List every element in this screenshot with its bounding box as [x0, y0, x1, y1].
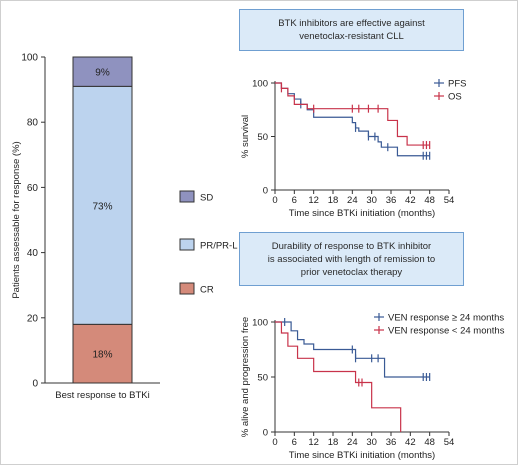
km-x-tick-label: 12: [308, 437, 319, 448]
km-x-tick-label: 54: [444, 195, 455, 206]
callout-top: BTK inhibitors are effective against ven…: [239, 9, 464, 51]
progression-free-axes: 0 6 12 18 24 30 36 42 48 54 0 50 100 Time since BTKi …: [240, 317, 454, 461]
km-x-tick-label: 48: [424, 437, 435, 448]
bar-y-tick-label: 60: [27, 183, 39, 194]
bar-segment: [72, 56, 133, 87]
km-x-tick-label: 30: [366, 195, 377, 206]
km-x-tick-label: 42: [405, 437, 416, 448]
bar-y-tick-label: 80: [27, 118, 39, 129]
stacked-bar-chart: 0 20 40 60 80 100 Patients assessable for resp…: [11, 53, 237, 402]
km-x-tick-label: 24: [347, 195, 358, 206]
km-x-tick-label: 36: [386, 437, 397, 448]
bar-y-axis-title: Patients assessable for response (%): [11, 141, 22, 298]
km-x-tick-label: 18: [328, 195, 339, 206]
km-y-tick-label: 0: [263, 186, 268, 197]
km-x-tick-label: 30: [366, 437, 377, 448]
legend-entry: PR/PR-L: [200, 241, 237, 252]
km-x-tick-label: 54: [444, 437, 455, 448]
bar-y-tick-label: 20: [27, 313, 39, 324]
legend-swatch: [179, 238, 195, 251]
km-legend-entry: VEN response ≥ 24 months: [388, 313, 504, 324]
km-x-axis-title: Time since BTKi initiation (months): [289, 208, 435, 219]
km-x-tick-label: 0: [272, 195, 277, 206]
km-curve: [275, 82, 430, 157]
bar-y-axis: 0 20 40 60 80 100 Patients assessable for resp…: [11, 53, 160, 401]
progression-free-legend: VEN response ≥ 24 months VEN response < 2…: [374, 313, 505, 337]
bar-y-tick-label: 40: [27, 248, 39, 259]
legend-swatch: [179, 190, 195, 203]
km-y-tick-label: 100: [252, 79, 268, 90]
km-y-tick-label: 100: [252, 318, 268, 329]
km-x-tick-label: 36: [386, 195, 397, 206]
bar-segments: 18% 73% 9%: [72, 56, 133, 384]
bar-segment-label: 73%: [92, 201, 112, 212]
bar-segment-label: 9%: [95, 68, 110, 79]
callout-bottom: Durability of response to BTK inhibitor …: [239, 232, 464, 286]
survival-axes: 0 6 12 18 24 30 36 42 48 54 0 50 100 Time since BTKi …: [240, 79, 454, 220]
km-y-tick-label: 50: [257, 132, 268, 143]
bar-legend: SD PR/PR-L CR: [179, 190, 237, 296]
km-legend-entry: PFS: [448, 79, 466, 90]
bar-segment: [72, 323, 133, 384]
km-legend-entry: VEN response < 24 months: [388, 326, 505, 337]
bar-segment: [72, 85, 133, 325]
bar-y-tick-label: 0: [32, 379, 38, 390]
callout-bottom-line-1: Durability of response to BTK inhibitor: [271, 240, 432, 252]
km-x-tick-label: 12: [308, 195, 319, 206]
survival-legend: PFS OS: [434, 79, 466, 103]
callout-bottom-line-3: prior venetoclax therapy: [300, 266, 403, 278]
bar-category-label: Best response to BTKi: [55, 390, 150, 401]
callout-bottom-line-2: is associated with length of remission t…: [267, 253, 436, 265]
km-x-axis-title: Time since BTKi initiation (months): [289, 450, 435, 461]
bar-segment-label: 18%: [92, 350, 112, 361]
km-y-tick-label: 0: [263, 428, 268, 439]
bar-y-tick-label: 100: [21, 53, 38, 64]
callout-top-line-1: BTK inhibitors are effective against: [278, 18, 425, 29]
survival-curves: [275, 82, 431, 160]
km-x-tick-label: 6: [292, 195, 297, 206]
km-x-tick-label: 48: [424, 195, 435, 206]
km-y-axis-title: % survival: [240, 115, 251, 158]
progression-free-chart: 0 6 12 18 24 30 36 42 48 54 0 50 100 Time since BTKi …: [240, 313, 505, 462]
km-x-tick-label: 6: [292, 437, 297, 448]
km-legend-entry: OS: [448, 92, 462, 103]
callout-top-line-2: venetoclax-resistant CLL: [299, 31, 404, 42]
km-x-tick-label: 18: [328, 437, 339, 448]
km-x-tick-label: 24: [347, 437, 358, 448]
legend-entry: CR: [200, 285, 214, 296]
km-curve: [275, 321, 402, 432]
survival-chart: 0 6 12 18 24 30 36 42 48 54 0 50 100 Time since BTKi …: [240, 79, 466, 220]
km-y-axis-title: % alive and progression free: [240, 317, 251, 437]
legend-swatch: [179, 282, 195, 295]
km-curve: [275, 82, 430, 146]
km-x-tick-label: 42: [405, 195, 416, 206]
km-x-tick-label: 0: [272, 437, 277, 448]
progression-free-curves: [275, 318, 431, 432]
km-curve: [275, 321, 430, 378]
legend-entry: SD: [200, 193, 213, 204]
km-y-tick-label: 50: [257, 373, 268, 384]
